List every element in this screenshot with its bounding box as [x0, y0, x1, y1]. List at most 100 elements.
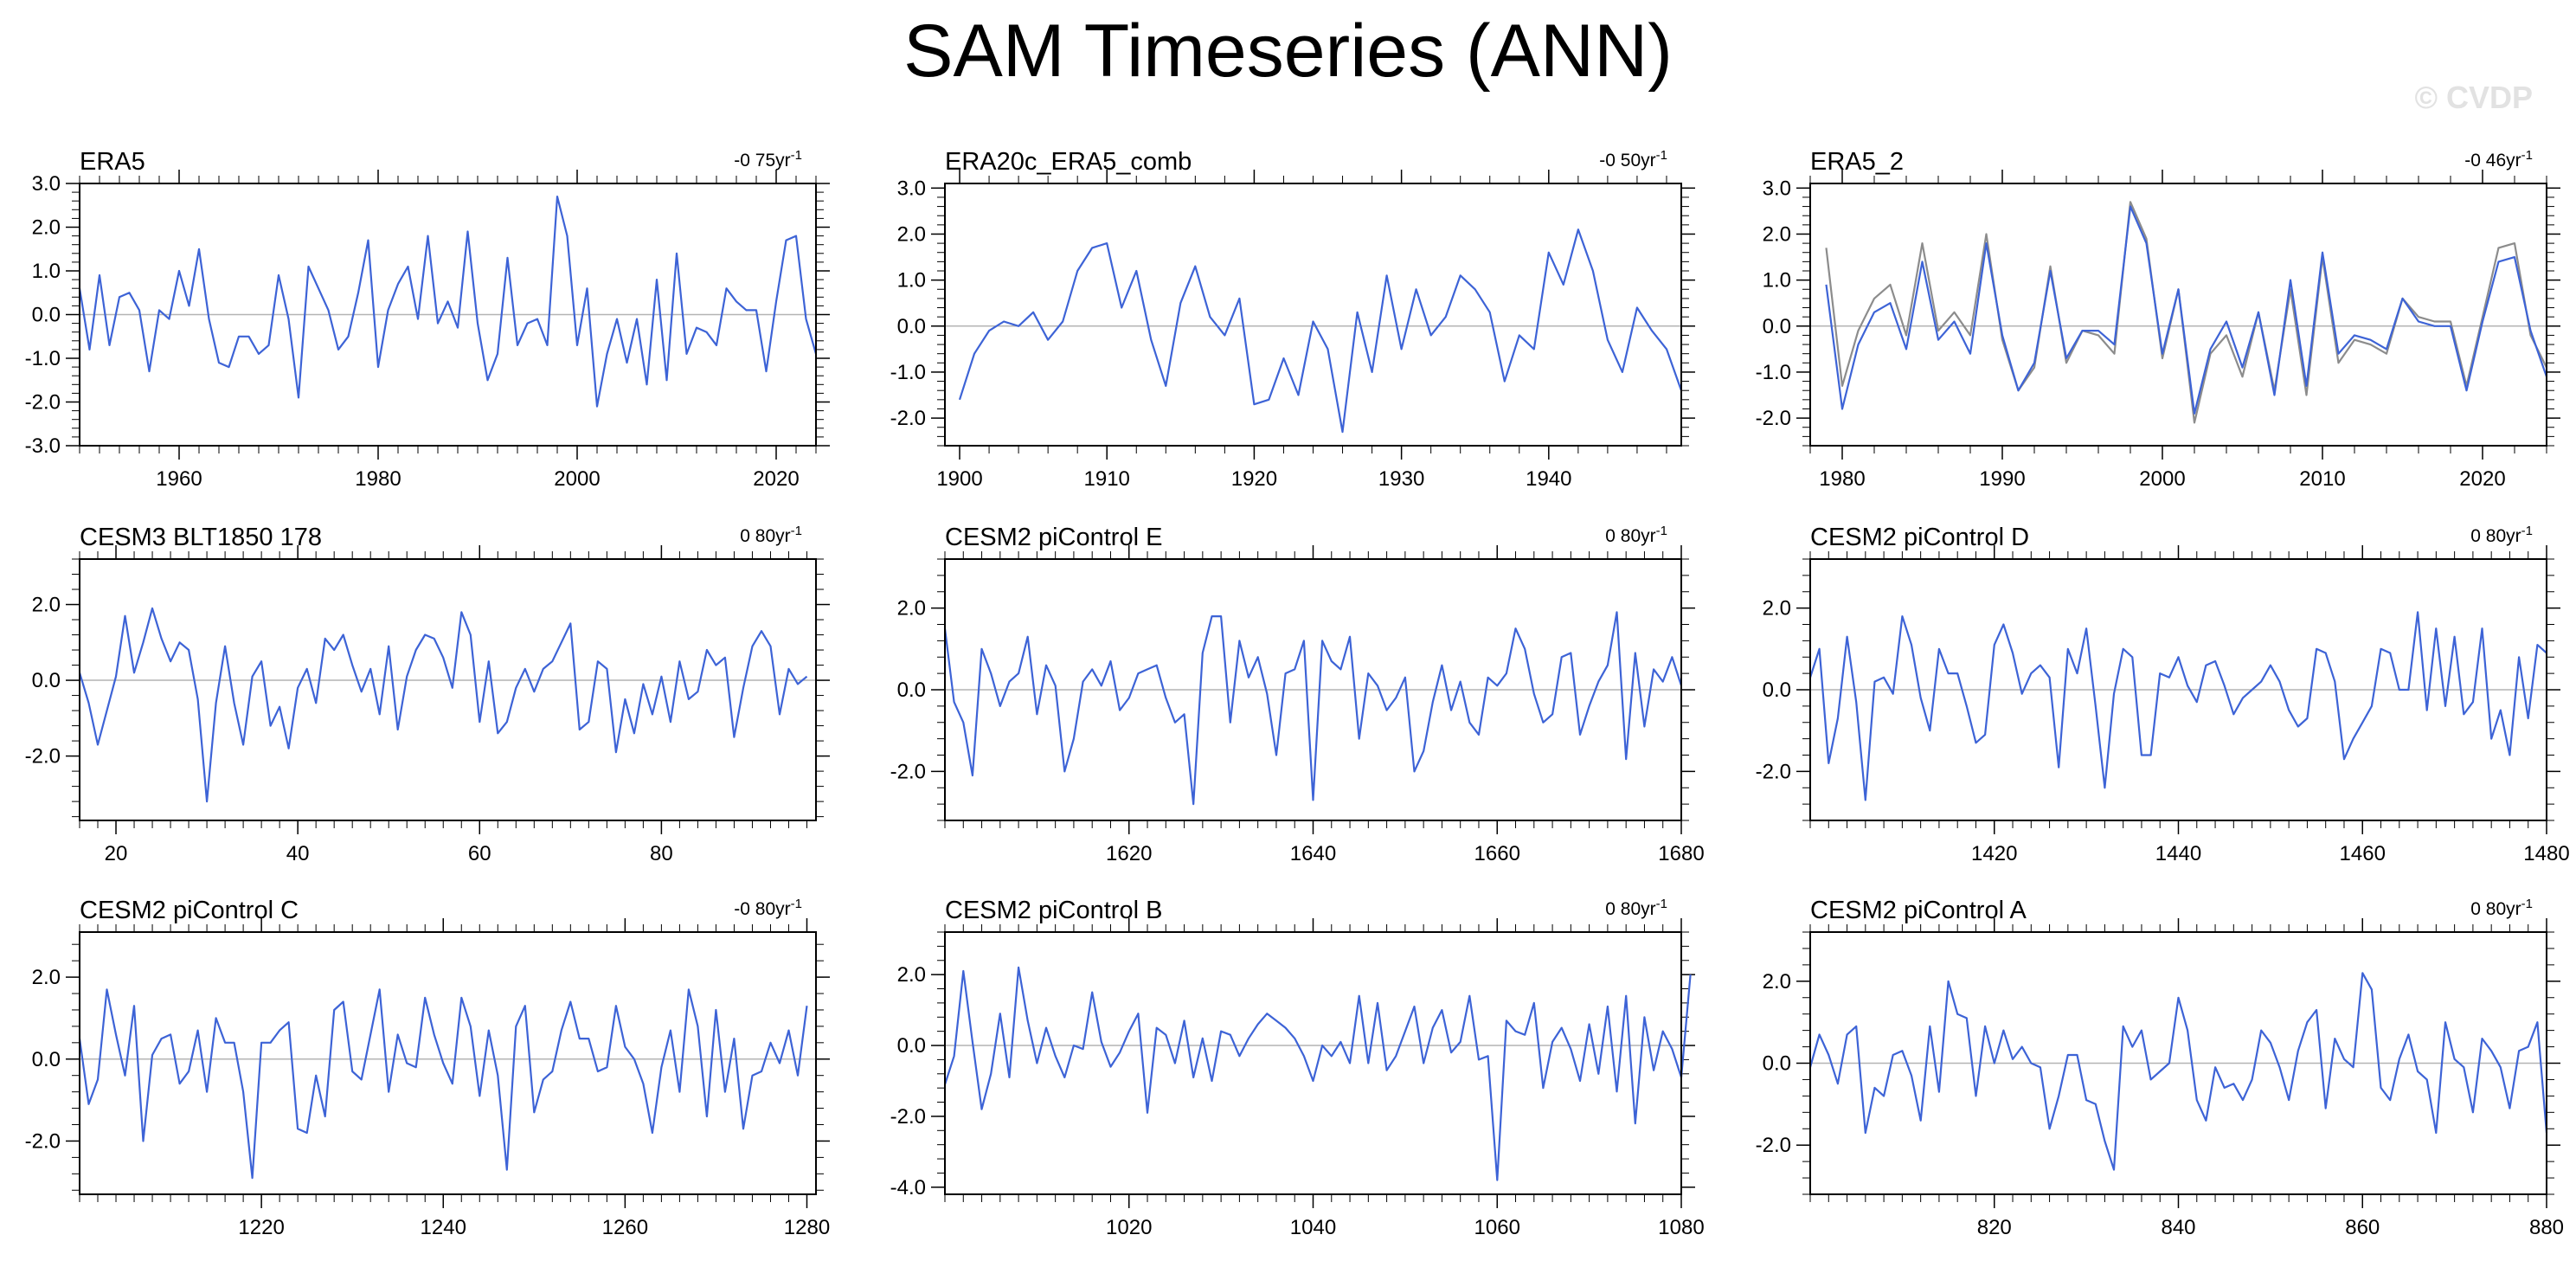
x-tick-label: 1900 — [936, 467, 982, 491]
x-tick-label: 1960 — [156, 467, 202, 491]
x-tick-label: 2010 — [2299, 467, 2345, 491]
x-tick-label: 40 — [286, 842, 310, 865]
x-tick-label: 820 — [1977, 1216, 2012, 1239]
series-line-1 — [1808, 972, 2548, 1171]
y-tick-label: -2.0 — [25, 391, 61, 415]
plot-frame — [79, 931, 817, 1195]
y-tick-label: 2.0 — [897, 222, 926, 246]
y-tick-label: -2.0 — [1756, 1134, 1791, 1157]
x-tick-label: 1980 — [355, 467, 401, 491]
plot-frame — [1809, 183, 2547, 447]
panel-title: ERA5_2 — [1810, 148, 1904, 176]
x-tick-label: 1240 — [421, 1216, 466, 1239]
y-tick-label: -2.0 — [1756, 760, 1791, 783]
page-title: SAM Timeseries (ANN) — [903, 10, 1673, 93]
y-tick-label: 2.0 — [897, 597, 926, 621]
panel-9: CESM2 piControl A 0 80yr-1 820 840 860 880 -2.… — [1756, 897, 2564, 1239]
x-tick-label: 1220 — [238, 1216, 284, 1239]
y-tick-label: 0.0 — [897, 315, 926, 338]
y-tick-label: 0.0 — [32, 669, 61, 692]
x-tick-label: 2020 — [2459, 467, 2505, 491]
panel-5: CESM2 piControl E 0 80yr-1 1620 1640 1660 168… — [890, 524, 1705, 865]
x-tick-label: 1920 — [1231, 467, 1277, 491]
panel-trend: 0 80yr-1 — [2470, 897, 2533, 919]
x-tick-label: 1060 — [1474, 1216, 1520, 1239]
plot-frame — [944, 183, 1682, 447]
panel-title: CESM2 piControl B — [945, 897, 1162, 924]
x-tick-label: 1910 — [1084, 467, 1130, 491]
y-tick-label: 3.0 — [897, 177, 926, 200]
x-tick-label: 860 — [2345, 1216, 2380, 1239]
x-tick-label: 1040 — [1290, 1216, 1336, 1239]
y-tick-label: 2.0 — [1763, 970, 1791, 994]
y-tick-label: 2.0 — [1763, 222, 1791, 246]
panel-trend: -0 46yr-1 — [2464, 148, 2533, 170]
series-line-1 — [1825, 201, 2547, 424]
trend-superscript: -1 — [791, 524, 802, 538]
x-tick-label: 2020 — [753, 467, 799, 491]
y-tick-label: -2.0 — [890, 760, 926, 783]
x-tick-label: 1980 — [1819, 467, 1865, 491]
y-tick-label: 2.0 — [897, 963, 926, 987]
y-tick-label: -3.0 — [25, 434, 61, 458]
y-tick-label: 2.0 — [1763, 597, 1791, 621]
y-tick-label: -2.0 — [1756, 407, 1791, 430]
trend-superscript: -1 — [1656, 897, 1667, 911]
x-tick-label: 1440 — [2155, 842, 2201, 865]
y-tick-label: 0.0 — [1763, 315, 1791, 338]
y-tick-label: 0.0 — [1763, 679, 1791, 702]
y-tick-label: -1.0 — [890, 361, 926, 384]
trend-superscript: -1 — [1656, 524, 1667, 538]
x-tick-label: 1480 — [2523, 842, 2569, 865]
watermark: © CVDP — [2414, 80, 2533, 115]
plot-frame — [944, 931, 1682, 1195]
series-line-1 — [78, 196, 818, 408]
y-tick-label: -2.0 — [890, 407, 926, 430]
panel-trend: -0 75yr-1 — [734, 148, 802, 170]
y-tick-label: 0.0 — [32, 304, 61, 327]
x-tick-label: 20 — [105, 842, 128, 865]
plot-frame — [79, 183, 817, 447]
x-tick-label: 1420 — [1971, 842, 2017, 865]
x-tick-label: 840 — [2161, 1216, 2195, 1239]
x-tick-label: 1020 — [1106, 1216, 1152, 1239]
trend-superscript: -1 — [791, 148, 802, 163]
y-tick-label: 0.0 — [1763, 1052, 1791, 1076]
x-tick-label: 2000 — [2139, 467, 2185, 491]
y-tick-label: 2.0 — [32, 216, 61, 240]
y-tick-label: 0.0 — [32, 1048, 61, 1071]
panel-7: CESM2 piControl C -0 80yr-1 1220 1240 1260 12… — [25, 897, 831, 1239]
y-tick-label: 1.0 — [32, 260, 61, 283]
series-line-1 — [943, 966, 1692, 1181]
series-line-1 — [958, 228, 1683, 434]
plot-frame — [944, 558, 1682, 821]
panel-trend: 0 80yr-1 — [2470, 524, 2533, 546]
y-tick-label: 3.0 — [32, 172, 61, 196]
x-tick-label: 1260 — [602, 1216, 648, 1239]
trend-superscript: -1 — [2521, 148, 2533, 163]
series-line-1 — [943, 611, 1683, 806]
panel-title: CESM2 piControl E — [945, 524, 1162, 551]
x-tick-label: 1460 — [2340, 842, 2386, 865]
panel-4: CESM3 BLT1850 178 0 80yr-1 20 40 60 80 -2.0 0.0… — [25, 524, 830, 865]
y-tick-label: -1.0 — [25, 347, 61, 370]
panel-title: ERA5 — [80, 148, 145, 176]
panel-title: CESM3 BLT1850 178 — [80, 524, 322, 551]
panel-title: CESM2 piControl A — [1810, 897, 2027, 924]
panel-2: ERA20c_ERA5_comb -0 50yr-1 1900 1910 1920 193… — [890, 148, 1695, 491]
panel-title: CESM2 piControl C — [80, 897, 299, 924]
y-tick-label: 2.0 — [32, 594, 61, 617]
plot-frame — [1809, 931, 2547, 1195]
trend-superscript: -1 — [2521, 524, 2533, 538]
x-tick-label: 80 — [650, 842, 673, 865]
y-tick-label: 0.0 — [897, 1034, 926, 1058]
panel-trend: 0 80yr-1 — [740, 524, 802, 546]
series-line-2 — [1825, 205, 2548, 415]
trend-superscript: -1 — [791, 897, 802, 911]
x-tick-label: 60 — [468, 842, 491, 865]
panel-title: ERA20c_ERA5_comb — [945, 148, 1192, 176]
plot-frame — [1809, 558, 2547, 821]
panel-trend: 0 80yr-1 — [1605, 524, 1667, 546]
x-tick-label: 1080 — [1658, 1216, 1704, 1239]
